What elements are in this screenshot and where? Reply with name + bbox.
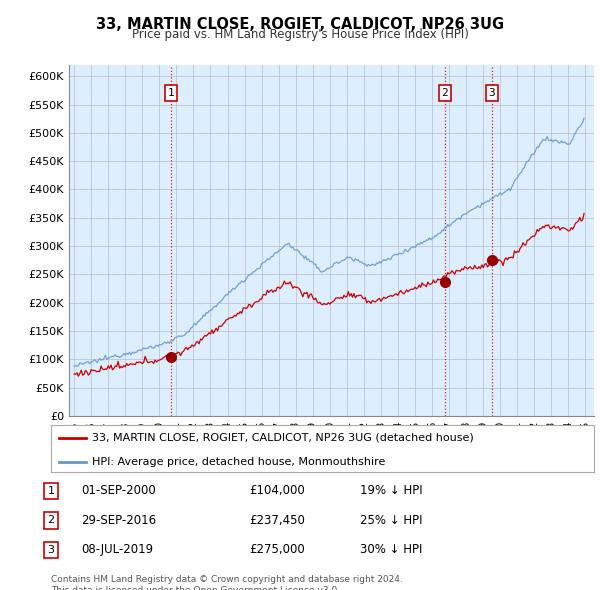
Text: 3: 3 [488, 88, 496, 98]
Text: 2: 2 [442, 88, 448, 98]
Text: £104,000: £104,000 [249, 484, 305, 497]
Text: 08-JUL-2019: 08-JUL-2019 [81, 543, 153, 556]
Text: 29-SEP-2016: 29-SEP-2016 [81, 514, 156, 527]
Text: 3: 3 [47, 545, 55, 555]
Text: £237,450: £237,450 [249, 514, 305, 527]
Text: 30% ↓ HPI: 30% ↓ HPI [360, 543, 422, 556]
Text: 1: 1 [167, 88, 174, 98]
Text: 1: 1 [47, 486, 55, 496]
Text: Contains HM Land Registry data © Crown copyright and database right 2024.
This d: Contains HM Land Registry data © Crown c… [51, 575, 403, 590]
Text: 19% ↓ HPI: 19% ↓ HPI [360, 484, 422, 497]
Text: 25% ↓ HPI: 25% ↓ HPI [360, 514, 422, 527]
Text: 33, MARTIN CLOSE, ROGIET, CALDICOT, NP26 3UG: 33, MARTIN CLOSE, ROGIET, CALDICOT, NP26… [96, 17, 504, 31]
Text: £275,000: £275,000 [249, 543, 305, 556]
Text: 01-SEP-2000: 01-SEP-2000 [81, 484, 156, 497]
Text: Price paid vs. HM Land Registry's House Price Index (HPI): Price paid vs. HM Land Registry's House … [131, 28, 469, 41]
Text: 2: 2 [47, 516, 55, 525]
Text: 33, MARTIN CLOSE, ROGIET, CALDICOT, NP26 3UG (detached house): 33, MARTIN CLOSE, ROGIET, CALDICOT, NP26… [92, 432, 473, 442]
Text: HPI: Average price, detached house, Monmouthshire: HPI: Average price, detached house, Monm… [92, 457, 385, 467]
